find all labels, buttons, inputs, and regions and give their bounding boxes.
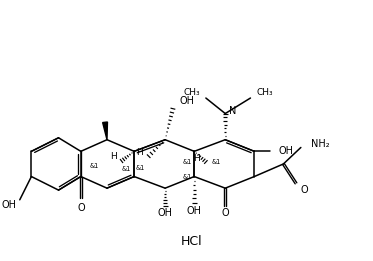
Text: CH₃: CH₃ <box>184 88 200 97</box>
Text: OH: OH <box>180 96 195 106</box>
Text: O: O <box>301 185 308 195</box>
Text: H: H <box>136 148 143 157</box>
Text: OH: OH <box>279 146 294 156</box>
Text: HCl: HCl <box>181 235 202 248</box>
Text: H: H <box>110 152 117 161</box>
Text: &1: &1 <box>90 163 99 169</box>
Text: &1: &1 <box>122 166 131 172</box>
Text: NH₂: NH₂ <box>311 139 329 149</box>
Text: &1: &1 <box>183 159 192 165</box>
Text: &1: &1 <box>183 174 192 180</box>
Text: &1: &1 <box>212 159 221 165</box>
Text: OH: OH <box>158 208 173 218</box>
Text: O: O <box>77 203 85 212</box>
Text: &1: &1 <box>136 165 145 171</box>
Text: H: H <box>193 154 200 163</box>
Polygon shape <box>103 122 107 140</box>
Text: OH: OH <box>2 200 17 210</box>
Text: O: O <box>222 208 229 218</box>
Text: N: N <box>229 106 236 116</box>
Text: CH₃: CH₃ <box>256 88 273 97</box>
Text: OH: OH <box>187 206 202 216</box>
